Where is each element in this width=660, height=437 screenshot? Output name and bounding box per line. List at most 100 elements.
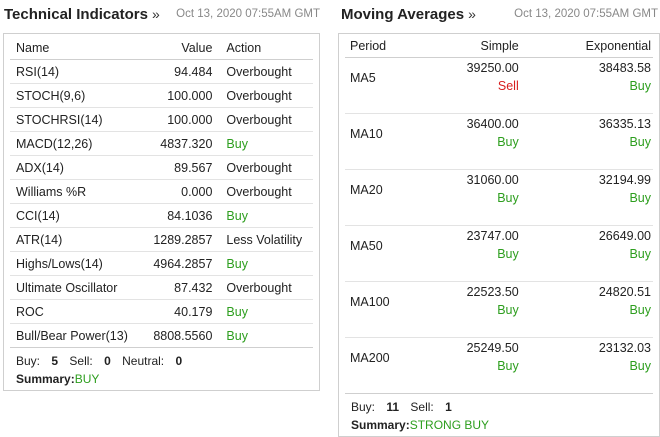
technical-indicators-box: Name Value Action RSI(14) 94.484 Overbough… — [3, 33, 320, 391]
indicator-name: Ultimate Oscillator — [10, 275, 144, 300]
indicator-name: ADX(14) — [10, 155, 144, 180]
indicator-value: 100.000 — [143, 107, 223, 132]
ma-simple-signal: Buy — [497, 135, 519, 149]
indicator-value: 1289.2857 — [143, 227, 223, 252]
moving-averages-table: Period Simple Exponential MA5 39250.00 Sel… — [345, 34, 653, 394]
indicator-action: Overbought — [222, 179, 313, 204]
table-row: ATR(14) 1289.2857 Less Volatility — [10, 227, 313, 252]
technical-indicators-title: Technical Indicators — [4, 6, 148, 23]
sell-count: 0 — [104, 354, 111, 368]
column-header-name: Name — [10, 34, 144, 60]
indicator-name: MACD(12,26) — [10, 131, 144, 156]
ma-exp-cell: 38483.58 Buy — [542, 57, 653, 114]
indicator-name: STOCH(9,6) — [10, 83, 144, 108]
table-row: Highs/Lows(14) 4964.2857 Buy — [10, 251, 313, 276]
indicator-action: Overbought — [222, 83, 313, 108]
technical-indicators-panel: Technical Indicators» Oct 13, 2020 07:55… — [0, 0, 322, 391]
indicator-value: 8808.5560 — [143, 323, 223, 348]
table-row: STOCH(9,6) 100.000 Overbought — [10, 83, 313, 108]
ma-period: MA10 — [345, 113, 419, 170]
technical-indicators-title-link[interactable]: Technical Indicators» — [4, 6, 160, 23]
ma-simple-value: 39250.00 — [466, 61, 519, 75]
ma-exp-value: 38483.58 — [598, 61, 651, 75]
ma-simple-cell: 23747.00 Buy — [418, 225, 543, 282]
table-header-row: Name Value Action — [10, 34, 313, 60]
ma-exp-value: 23132.03 — [598, 341, 651, 355]
buy-count: 11 — [386, 400, 400, 414]
indicator-value: 0.000 — [143, 179, 223, 204]
buy-count-label: Buy: — [351, 400, 376, 414]
indicator-action: Buy — [222, 299, 313, 324]
column-header-exponential: Exponential — [542, 34, 653, 58]
summary-result: BUY — [74, 372, 100, 386]
indicator-value: 4837.320 — [143, 131, 223, 156]
buy-count: 5 — [51, 354, 59, 368]
technical-counts: Buy: 5 Sell: 0 Neutral: 0 — [16, 354, 319, 372]
indicator-action: Overbought — [222, 107, 313, 132]
indicator-name: Bull/Bear Power(13) — [10, 323, 144, 348]
ma-exp-signal: Buy — [629, 79, 651, 93]
ma-simple-cell: 31060.00 Buy — [418, 169, 543, 226]
indicator-value: 4964.2857 — [143, 251, 223, 276]
ma-simple-cell: 25249.50 Buy — [418, 337, 543, 394]
table-row: MA100 22523.50 Buy 24820.51 Buy — [345, 281, 653, 338]
table-row: CCI(14) 84.1036 Buy — [10, 203, 313, 228]
ma-simple-signal: Buy — [497, 247, 519, 261]
technical-summary: Buy: 5 Sell: 0 Neutral: 0 Summary:BUY — [4, 348, 319, 390]
ma-exp-value: 26649.00 — [598, 229, 651, 243]
indicator-action: Buy — [222, 131, 313, 156]
ma-exp-cell: 23132.03 Buy — [542, 337, 653, 394]
technical-indicators-header: Technical Indicators» Oct 13, 2020 07:55… — [0, 0, 322, 33]
ma-exp-signal: Buy — [629, 191, 651, 205]
indicator-value: 89.567 — [143, 155, 223, 180]
ma-simple-value: 31060.00 — [466, 173, 519, 187]
sell-count: 1 — [445, 400, 452, 414]
indicator-action: Less Volatility — [222, 227, 313, 252]
table-row: ROC 40.179 Buy — [10, 299, 313, 324]
table-row: Bull/Bear Power(13) 8808.5560 Buy — [10, 323, 313, 348]
ma-simple-value: 25249.50 — [466, 341, 519, 355]
ma-exp-cell: 32194.99 Buy — [542, 169, 653, 226]
ma-simple-cell: 36400.00 Buy — [418, 113, 543, 170]
ma-period: MA20 — [345, 169, 419, 226]
ma-simple-signal: Sell — [497, 79, 519, 93]
moving-averages-body: MA5 39250.00 Sell 38483.58 Buy MA10 36400.00 Bu… — [345, 57, 653, 394]
ma-period: MA100 — [345, 281, 419, 338]
column-header-simple: Simple — [418, 34, 543, 58]
ma-simple-cell: 39250.00 Sell — [418, 57, 543, 114]
ma-exp-signal: Buy — [629, 359, 651, 373]
technical-indicators-body: RSI(14) 94.484 Overbought STOCH(9,6) 100.000… — [10, 59, 313, 348]
indicator-action: Buy — [222, 251, 313, 276]
indicator-value: 87.432 — [143, 275, 223, 300]
summary-label: Summary: — [351, 418, 410, 432]
indicator-action: Overbought — [222, 59, 313, 84]
ma-simple-signal: Buy — [497, 191, 519, 205]
ma-simple-signal: Buy — [497, 359, 519, 373]
table-row: Williams %R 0.000 Overbought — [10, 179, 313, 204]
moving-averages-title-link[interactable]: Moving Averages» — [341, 6, 476, 23]
indicator-action: Overbought — [222, 275, 313, 300]
moving-averages-box: Period Simple Exponential MA5 39250.00 Sel… — [338, 33, 660, 437]
indicator-action: Overbought — [222, 155, 313, 180]
indicator-name: RSI(14) — [10, 59, 144, 84]
indicator-name: Highs/Lows(14) — [10, 251, 144, 276]
column-header-value: Value — [143, 34, 223, 60]
table-row: Ultimate Oscillator 87.432 Overbought — [10, 275, 313, 300]
sell-count-label: Sell: — [410, 400, 434, 414]
indicator-name: ATR(14) — [10, 227, 144, 252]
ma-exp-cell: 36335.13 Buy — [542, 113, 653, 170]
column-header-action: Action — [222, 34, 313, 60]
ma-exp-cell: 26649.00 Buy — [542, 225, 653, 282]
table-row: MA5 39250.00 Sell 38483.58 Buy — [345, 57, 653, 114]
indicator-action: Buy — [222, 323, 313, 348]
ma-simple-signal: Buy — [497, 303, 519, 317]
indicator-value: 94.484 — [143, 59, 223, 84]
moving-averages-title: Moving Averages — [341, 6, 465, 23]
indicator-name: ROC — [10, 299, 144, 324]
ma-exp-signal: Buy — [629, 303, 651, 317]
ma-exp-signal: Buy — [629, 135, 651, 149]
indicator-action: Buy — [222, 203, 313, 228]
ma-simple-value: 23747.00 — [466, 229, 519, 243]
ma-exp-cell: 24820.51 Buy — [542, 281, 653, 338]
ma-exp-value: 36335.13 — [598, 117, 651, 131]
